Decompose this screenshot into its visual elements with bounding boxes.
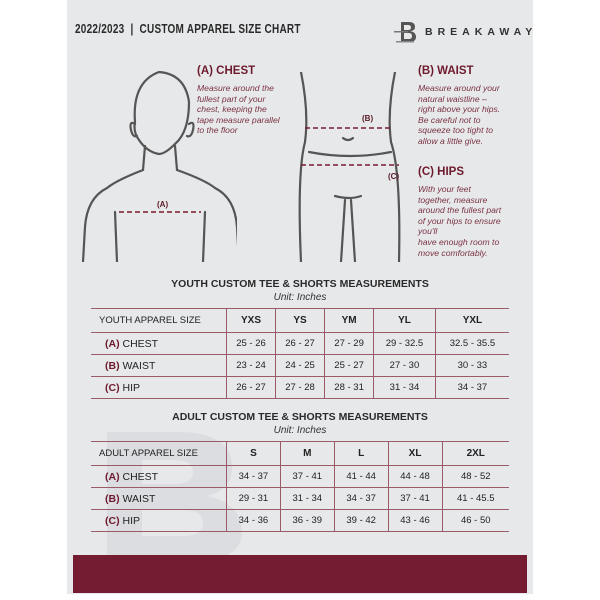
chest-description: Measure around the fullest part of your ch… [197,83,280,136]
youth-section-title: YOUTH CUSTOM TEE & SHORTS MEASUREMENTS [171,278,429,290]
youth-size-table: YOUTH APPAREL SIZE YXS YS YM YL YXL (A) … [91,308,509,399]
chest-tag: (A) [157,200,169,209]
table-header-row: ADULT APPAREL SIZE S M L XL 2XL [91,441,509,466]
upper-body-figure [81,70,237,262]
adult-size-table: ADULT APPAREL SIZE S M L XL 2XL (A) CHES… [91,441,509,532]
table-row: (B) WAIST 29 - 31 31 - 34 34 - 37 37 - 41 41 … [91,487,509,510]
table-row: (C) HIP 34 - 36 36 - 39 39 - 42 43 - 46 46 - … [91,509,509,532]
adult-section-title: ADULT CUSTOM TEE & SHORTS MEASUREMENTS [172,411,428,423]
page-title: 2022/2023 | CUSTOM APPAREL SIZE CHART [75,22,301,36]
waist-description: Measure around your natural waistline – ri… [418,83,501,146]
waist-tag: (B) [362,114,374,123]
table-header-row: YOUTH APPAREL SIZE YXS YS YM YL YXL [91,308,509,333]
table-row: (B) WAIST 23 - 24 24 - 25 25 - 27 27 - 30 30 … [91,354,509,377]
hips-tag: (C) [388,172,400,181]
table-row: (C) HIP 26 - 27 27 - 28 28 - 31 31 - 34 34 - … [91,376,509,399]
hips-description: With your feet together, measure around th… [418,184,502,258]
footer-band [73,555,527,593]
brand-logo: BREAKAWAY [393,20,533,44]
waist-heading: (B) WAIST [418,65,474,77]
hips-heading: (C) HIPS [418,166,464,178]
lower-body-figure [298,72,401,262]
chest-heading: (A) CHEST [197,65,256,77]
table-row: (A) CHEST 25 - 26 26 - 27 27 - 29 29 - 32.5 3… [91,332,509,355]
youth-unit: Unit: Inches [273,292,327,303]
adult-unit: Unit: Inches [273,425,327,436]
table-row: (A) CHEST 34 - 37 37 - 41 41 - 44 44 - 48 48 … [91,465,509,488]
breakaway-logo-icon [394,22,416,43]
size-chart-page: 2022/2023 | CUSTOM APPAREL SIZE CHART BR… [67,0,533,594]
brand-name: BREAKAWAY [425,26,533,38]
